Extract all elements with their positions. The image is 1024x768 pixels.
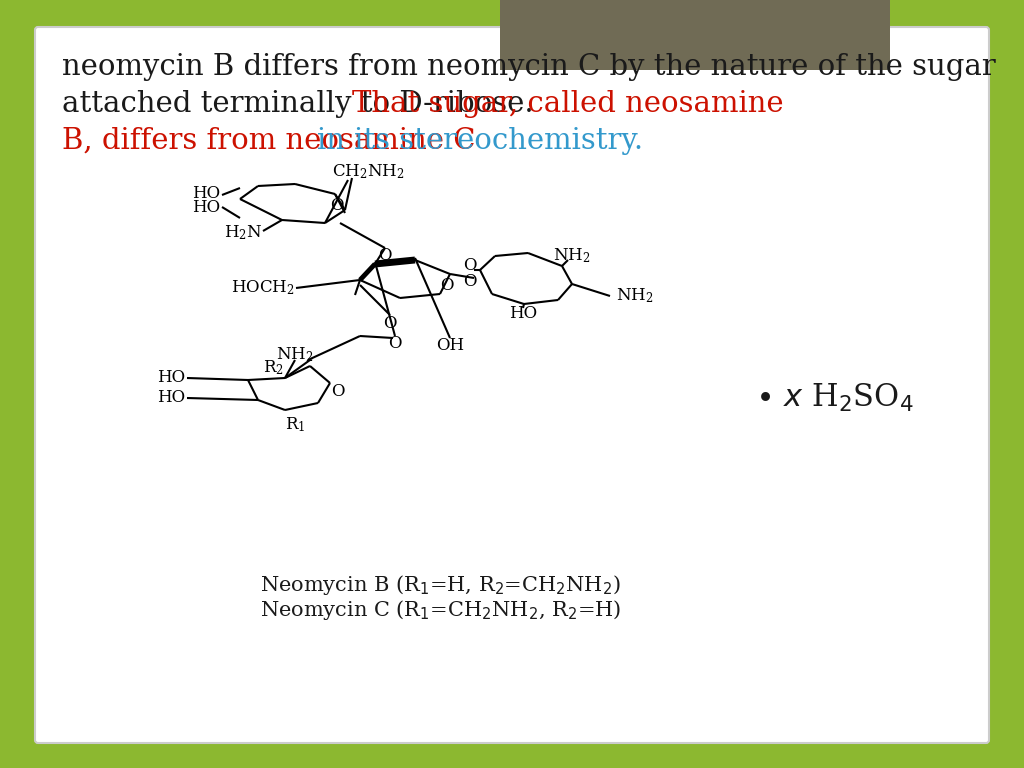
Text: Neomycin C (R$_1$=CH$_2$NH$_2$, R$_2$=H): Neomycin C (R$_1$=CH$_2$NH$_2$, R$_2$=H) bbox=[260, 598, 622, 622]
Text: O: O bbox=[440, 277, 454, 294]
Text: O: O bbox=[378, 247, 392, 263]
Text: HO: HO bbox=[191, 200, 220, 217]
Text: HO: HO bbox=[191, 184, 220, 201]
Text: B, differs from neosamine C: B, differs from neosamine C bbox=[62, 127, 484, 155]
FancyBboxPatch shape bbox=[35, 27, 989, 743]
Text: $\mathregular{CH_2NH_2}$: $\mathregular{CH_2NH_2}$ bbox=[332, 163, 404, 181]
Text: O: O bbox=[331, 382, 345, 399]
Text: in its stereochemistry.: in its stereochemistry. bbox=[317, 127, 643, 155]
Text: O: O bbox=[331, 197, 344, 214]
Text: $\mathregular{R_2}$: $\mathregular{R_2}$ bbox=[262, 359, 284, 377]
Text: O: O bbox=[383, 315, 396, 332]
Bar bbox=[500, 0, 890, 70]
Text: HO: HO bbox=[509, 304, 537, 322]
Text: attached terminally to D-ribose.: attached terminally to D-ribose. bbox=[62, 90, 543, 118]
Text: O: O bbox=[388, 335, 401, 352]
Text: HO: HO bbox=[157, 389, 185, 406]
Text: Neomycin B (R$_1$=H, R$_2$=CH$_2$NH$_2$): Neomycin B (R$_1$=H, R$_2$=CH$_2$NH$_2$) bbox=[260, 573, 621, 597]
Text: $\mathregular{NH_2}$: $\mathregular{NH_2}$ bbox=[616, 286, 653, 306]
Text: That sugar, called neosamine: That sugar, called neosamine bbox=[352, 90, 783, 118]
Text: $\mathregular{NH_2}$: $\mathregular{NH_2}$ bbox=[553, 247, 591, 266]
Text: $\bullet$ $x$ H$_2$SO$_4$: $\bullet$ $x$ H$_2$SO$_4$ bbox=[755, 382, 913, 414]
Text: $\mathregular{HOCH_2}$: $\mathregular{HOCH_2}$ bbox=[231, 279, 295, 297]
Text: $\mathregular{R_1}$: $\mathregular{R_1}$ bbox=[285, 415, 305, 435]
Text: $\mathregular{NH_2}$: $\mathregular{NH_2}$ bbox=[276, 346, 313, 364]
Text: neomycin B differs from neomycin C by the nature of the sugar: neomycin B differs from neomycin C by th… bbox=[62, 53, 995, 81]
Text: O: O bbox=[463, 257, 477, 274]
Text: HO: HO bbox=[157, 369, 185, 386]
Text: OH: OH bbox=[436, 337, 464, 355]
Text: O: O bbox=[463, 273, 477, 290]
Text: $\mathregular{H_2N}$: $\mathregular{H_2N}$ bbox=[223, 223, 262, 243]
